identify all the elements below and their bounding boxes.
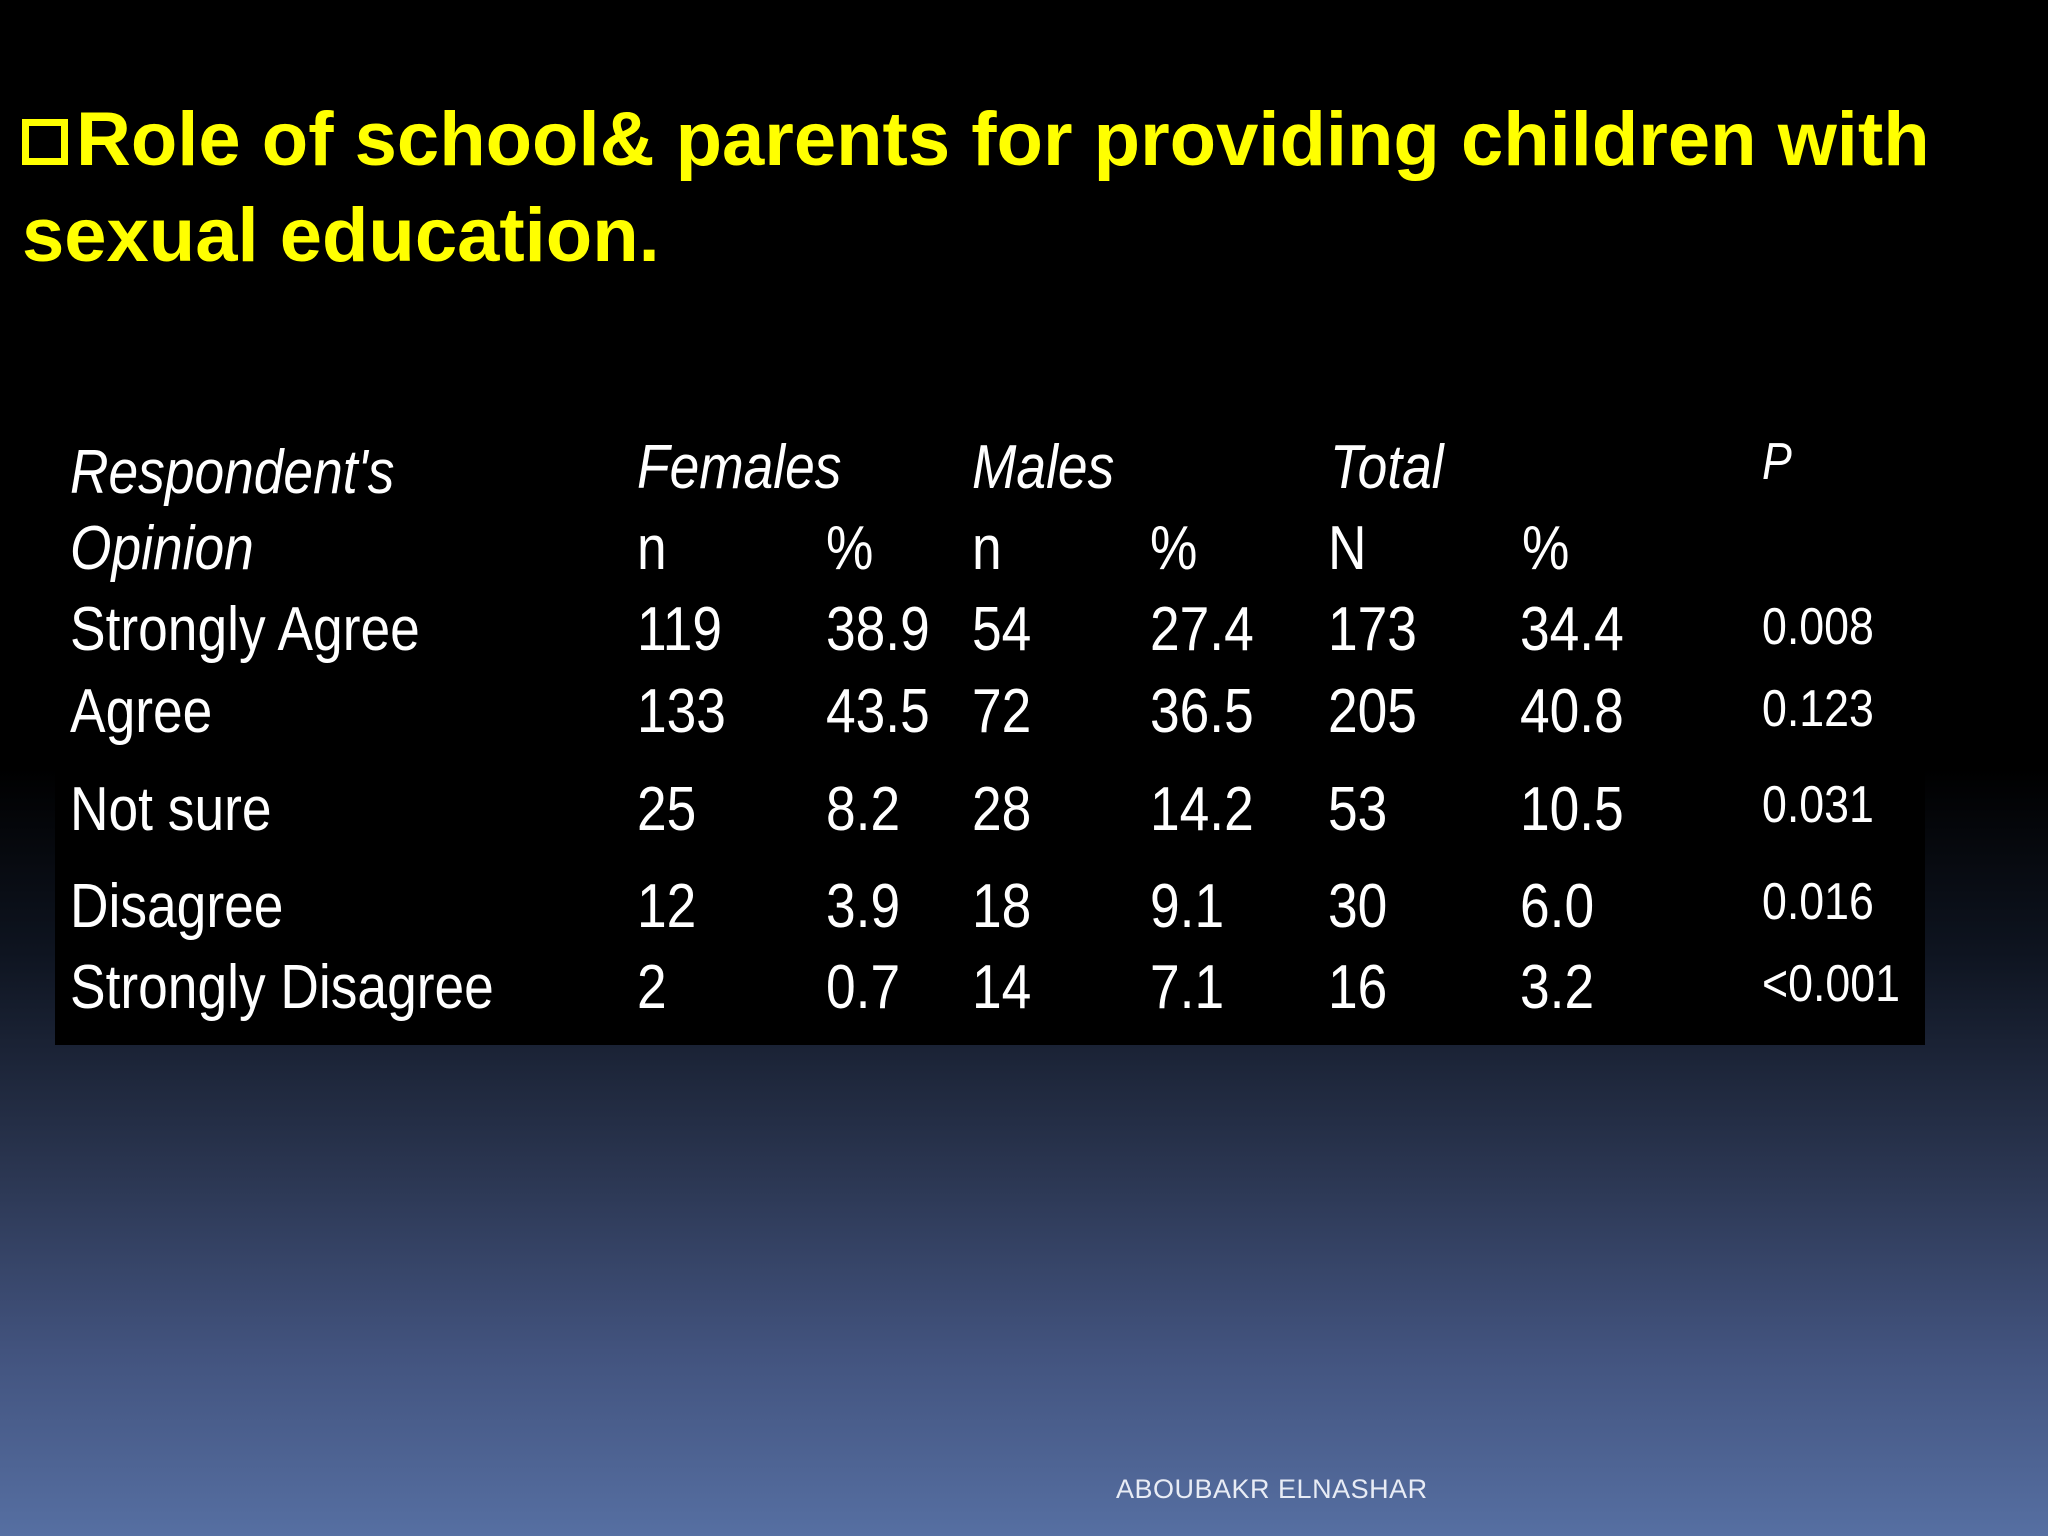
row-opinion: Disagree	[70, 872, 284, 941]
row-p-value: 0.123	[1762, 680, 1874, 738]
row-p-value: 0.008	[1762, 598, 1874, 656]
header-opinion-line1: Respondent's	[70, 438, 395, 507]
row-opinion: Not sure	[70, 775, 272, 844]
row-females-n: 133	[637, 677, 726, 746]
header-males: Males	[972, 433, 1115, 502]
header-males-pct: %	[1150, 514, 1198, 583]
row-p-value: 0.016	[1762, 873, 1874, 931]
data-table	[55, 425, 1925, 1045]
header-total: Total	[1330, 433, 1444, 502]
row-females-n: 12	[637, 872, 697, 941]
slide-title-text: Role of school& parents for providing ch…	[22, 97, 1930, 278]
header-females: Females	[637, 433, 842, 502]
row-opinion: Strongly Agree	[70, 595, 420, 664]
row-males-pct: 7.1	[1150, 953, 1225, 1022]
row-females-pct: 0.7	[826, 953, 901, 1022]
row-total-pct: 34.4	[1520, 595, 1624, 664]
row-females-pct: 3.9	[826, 872, 901, 941]
header-opinion-line2: Opinion	[70, 514, 254, 583]
row-total-n: 53	[1328, 775, 1388, 844]
row-total-pct: 6.0	[1520, 872, 1595, 941]
header-females-n: n	[637, 514, 667, 583]
header-females-pct: %	[826, 514, 874, 583]
header-males-n: n	[972, 514, 1002, 583]
row-males-n: 18	[972, 872, 1032, 941]
row-females-pct: 38.9	[826, 595, 930, 664]
row-opinion: Strongly Disagree	[70, 953, 494, 1022]
row-total-n: 16	[1328, 953, 1388, 1022]
row-females-pct: 8.2	[826, 775, 901, 844]
row-total-n: 205	[1328, 677, 1417, 746]
row-males-pct: 27.4	[1150, 595, 1254, 664]
row-males-pct: 14.2	[1150, 775, 1254, 844]
footer-author: ABOUBAKR ELNASHAR	[1116, 1474, 1428, 1504]
row-females-n: 25	[637, 775, 697, 844]
header-total-n: N	[1328, 514, 1367, 583]
row-males-pct: 9.1	[1150, 872, 1225, 941]
row-females-n: 119	[637, 595, 723, 664]
row-p-value: <0.001	[1762, 955, 1901, 1013]
row-males-n: 28	[972, 775, 1032, 844]
row-males-n: 14	[972, 953, 1032, 1022]
row-opinion: Agree	[70, 677, 213, 746]
slide-title: Role of school& parents for providing ch…	[22, 92, 2012, 284]
row-females-n: 2	[637, 953, 667, 1022]
row-total-n: 173	[1328, 595, 1417, 664]
header-p: P	[1762, 433, 1792, 491]
row-males-pct: 36.5	[1150, 677, 1254, 746]
row-p-value: 0.031	[1762, 776, 1874, 834]
header-total-pct: %	[1522, 514, 1570, 583]
row-total-n: 30	[1328, 872, 1388, 941]
row-males-n: 72	[972, 677, 1032, 746]
row-total-pct: 40.8	[1520, 677, 1624, 746]
row-males-n: 54	[972, 595, 1032, 664]
checkbox-bullet-icon	[22, 119, 68, 165]
row-total-pct: 3.2	[1520, 953, 1595, 1022]
row-females-pct: 43.5	[826, 677, 930, 746]
row-total-pct: 10.5	[1520, 775, 1624, 844]
